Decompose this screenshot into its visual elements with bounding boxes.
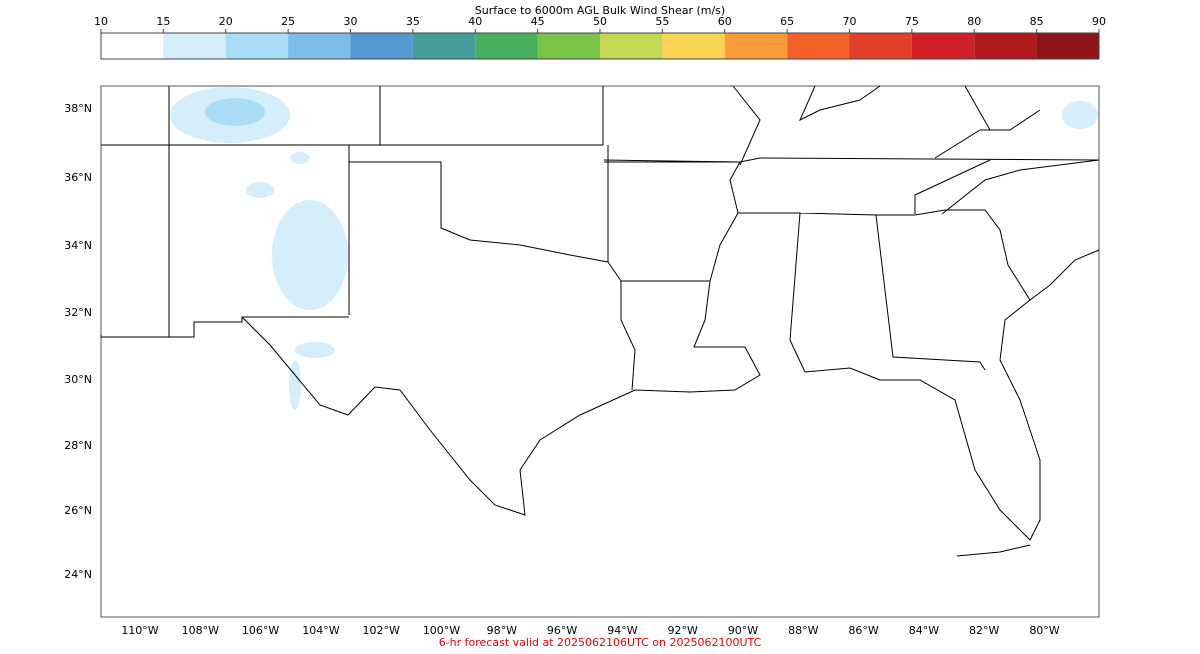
colorbar-tick-label: 45 [531, 15, 545, 28]
colorbar-bin [288, 33, 351, 59]
colorbar-bin [974, 33, 1037, 59]
lon-label: 106°W [242, 624, 279, 637]
colorbar-bin [537, 33, 600, 59]
colorbar-bin [225, 33, 289, 59]
colorbar-bin [662, 33, 725, 59]
lat-label: 34°N [64, 239, 92, 252]
colorbar-title: Surface to 6000m AGL Bulk Wind Shear (m/… [475, 4, 725, 17]
lat-label: 24°N [64, 568, 92, 581]
lon-label: 98°W [487, 624, 517, 637]
lon-label: 102°W [363, 624, 400, 637]
lon-label: 96°W [547, 624, 577, 637]
lon-label: 80°W [1029, 624, 1059, 637]
colorbar-tick-label: 75 [905, 15, 919, 28]
map [100, 85, 1100, 618]
colorbar-bin [724, 33, 788, 59]
colorbar-tick-label: 60 [718, 15, 732, 28]
lat-label: 32°N [64, 306, 92, 319]
colorbar-tick-label: 40 [468, 15, 482, 28]
colorbar-frame [100, 32, 1100, 60]
lat-labels: 38°N 36°N 34°N 32°N 30°N 28°N 26°N 24°N [64, 102, 92, 581]
colorbar-bin [163, 33, 226, 59]
colorbar-bin [1036, 33, 1099, 59]
colorbar-tick-label: 90 [1092, 15, 1106, 28]
colorbar-tick-label: 10 [94, 15, 108, 28]
colorbar-tick-label: 20 [219, 15, 233, 28]
lat-label: 38°N [64, 102, 92, 115]
lat-label: 28°N [64, 439, 92, 452]
colorbar-bin [350, 33, 413, 59]
lon-label: 84°W [909, 624, 939, 637]
colorbar-tick-label: 80 [967, 15, 981, 28]
lon-label: 94°W [607, 624, 637, 637]
colorbar-bin [412, 33, 476, 59]
colorbar: 10 15 20 25 30 35 40 45 50 55 60 65 70 75 80 85 90 [94, 15, 1106, 59]
map-frame [100, 85, 1100, 618]
colorbar-bin [600, 33, 663, 59]
colorbar-tick-label: 35 [406, 15, 420, 28]
colorbar-tick-label: 85 [1030, 15, 1044, 28]
lat-label: 26°N [64, 504, 92, 517]
colorbar-bin [787, 33, 850, 59]
lon-label: 92°W [668, 624, 698, 637]
lon-label: 100°W [423, 624, 460, 637]
lat-label: 30°N [64, 373, 92, 386]
colorbar-tick-label: 15 [156, 15, 170, 28]
lon-labels: 110°W 108°W 106°W 104°W 102°W 100°W 98°W 96°W 94… [121, 624, 1059, 637]
lon-label: 90°W [728, 624, 758, 637]
lon-label: 82°W [969, 624, 999, 637]
colorbar-bin [911, 33, 975, 59]
colorbar-tick-label: 70 [843, 15, 857, 28]
state-borders [100, 85, 1100, 557]
colorbar-bin [475, 33, 538, 59]
lon-label: 86°W [848, 624, 878, 637]
colorbar-tick-label: 55 [655, 15, 669, 28]
colorbar-bin [849, 33, 912, 59]
lon-label: 104°W [302, 624, 339, 637]
lat-label: 36°N [64, 171, 92, 184]
colorbar-tick-label: 30 [344, 15, 358, 28]
colorbar-bin [101, 33, 164, 59]
shear-area-strong [205, 98, 265, 126]
colorbar-tick-label: 65 [780, 15, 794, 28]
footer: 6-hr forecast valid at 2025062106UTC on … [439, 636, 762, 649]
lon-label: 108°W [182, 624, 219, 637]
lon-label: 88°W [788, 624, 818, 637]
lon-label: 110°W [121, 624, 158, 637]
colorbar-tick-label: 25 [281, 15, 295, 28]
colorbar-tick-label: 50 [593, 15, 607, 28]
